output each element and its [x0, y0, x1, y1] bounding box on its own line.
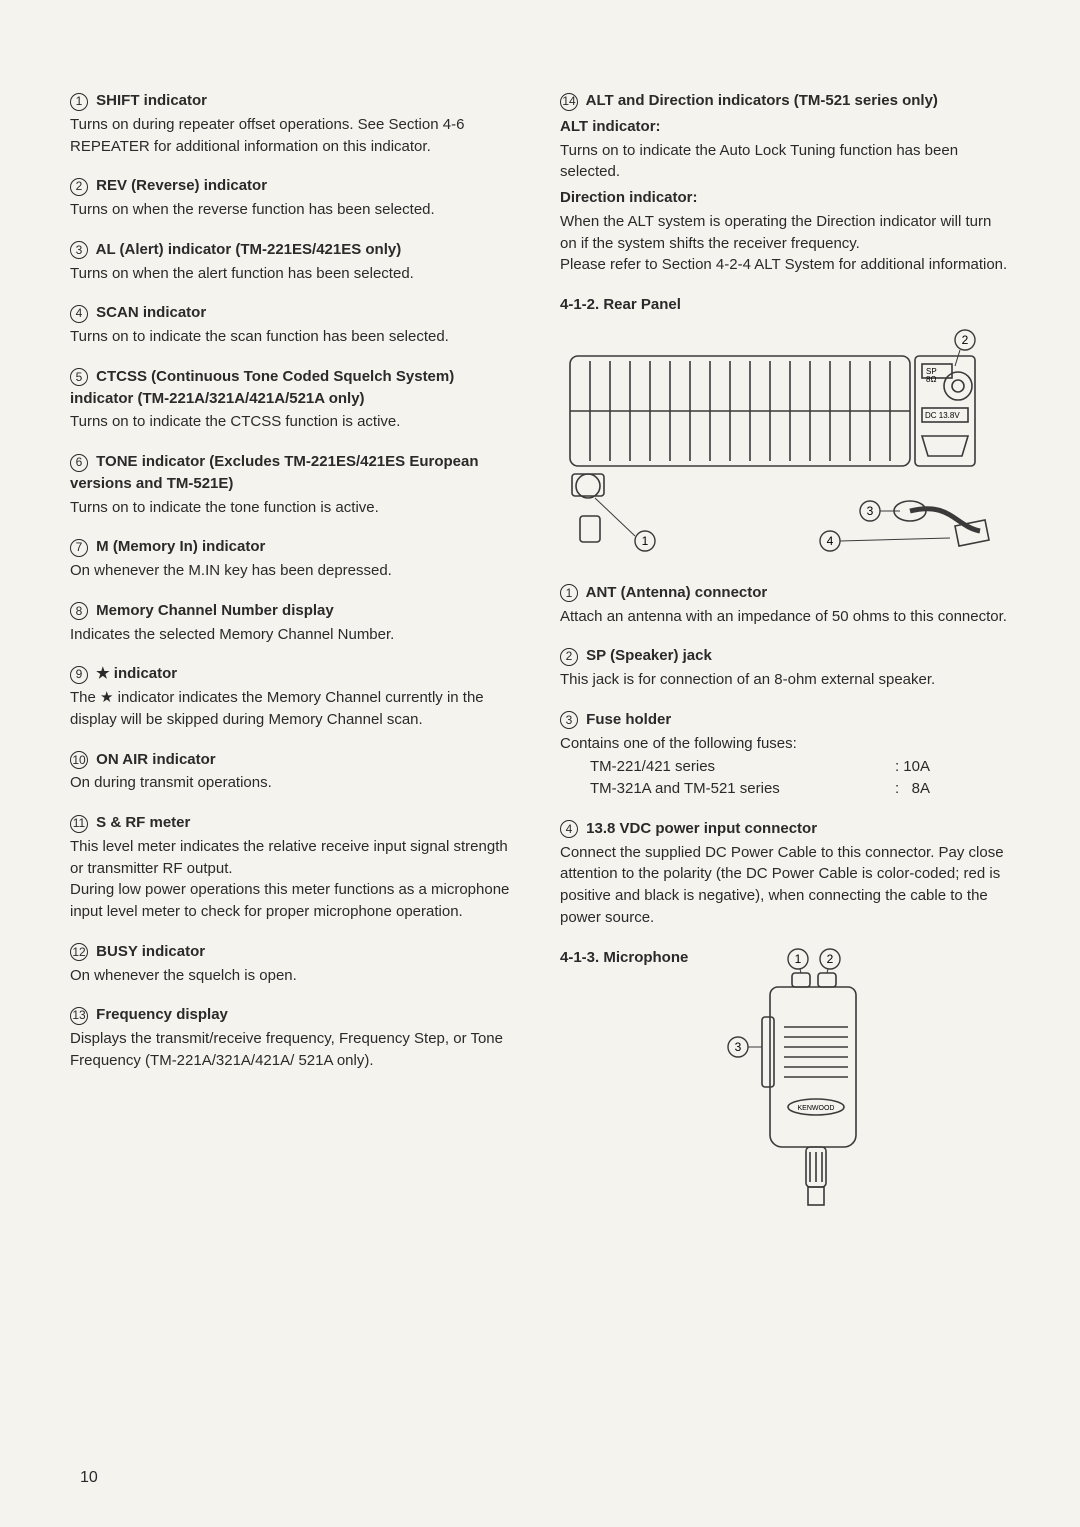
item-description: Turns on to indicate the CTCSS function … [70, 411, 520, 433]
item-description: Displays the transmit/receive frequency,… [70, 1028, 520, 1072]
item-description: Turns on to indicate the tone function i… [70, 497, 520, 519]
item-description: The ★ indicator indicates the Memory Cha… [70, 687, 520, 731]
item-title-text: ★ indicator [92, 665, 177, 682]
item-title-text: 13.8 VDC power input connector [582, 820, 817, 837]
indicator-item: 1 SHIFT indicator Turns on during repeate… [70, 90, 520, 157]
indicator-item: 7 M (Memory In) indicator On whenever the… [70, 536, 520, 582]
item-title-text: Memory Channel Number display [92, 602, 334, 619]
item-number: 8 [70, 602, 88, 620]
item-number: 4 [560, 820, 578, 838]
indicator-item: 10 ON AIR indicator On during transmit op… [70, 749, 520, 795]
ohm-label: 8Ω [926, 375, 936, 384]
fuse-rating: : 10A [895, 756, 930, 778]
left-column: 1 SHIFT indicator Turns on during repeate… [70, 90, 520, 1207]
rear-item: 1 ANT (Antenna) connector Attach an anten… [560, 582, 1010, 628]
mic-callout-3: 3 [735, 1040, 742, 1054]
item-title-text: S & RF meter [92, 814, 190, 831]
item-description: This jack is for connection of an 8-ohm … [560, 669, 1010, 691]
rear-item: 4 13.8 VDC power input connector Connect … [560, 818, 1010, 929]
indicator-item: 3 AL (Alert) indicator (TM-221ES/421ES o… [70, 239, 520, 285]
item-number: 14 [560, 93, 578, 111]
rear-item: 3 Fuse holder Contains one of the followi… [560, 709, 1010, 800]
item-title-text: ON AIR indicator [92, 751, 216, 768]
mic-callout-1: 1 [795, 952, 802, 966]
item-description: On whenever the squelch is open. [70, 965, 520, 987]
fuse-rating: : 8A [895, 778, 930, 800]
item-number: 3 [70, 241, 88, 259]
microphone-heading: 4-1-3. Microphone [560, 947, 688, 969]
item-title-text: CTCSS (Continuous Tone Coded Squelch Sys… [70, 368, 454, 407]
fuse-row: TM-221/421 series : 10A [590, 756, 930, 778]
item-number: 1 [70, 93, 88, 111]
item-description: Contains one of the following fuses: [560, 733, 1010, 755]
item-title-text: SHIFT indicator [92, 92, 207, 109]
direction-indicator-head: Direction indicator: [560, 187, 1010, 209]
fuse-row: TM-321A and TM-521 series : 8A [590, 778, 930, 800]
item-title-text: Fuse holder [582, 711, 671, 728]
indicator-item: 8 Memory Channel Number display Indicates… [70, 600, 520, 646]
item-title-text: SP (Speaker) jack [582, 647, 712, 664]
item-title-text: AL (Alert) indicator (TM-221ES/421ES onl… [92, 241, 401, 258]
fuse-model: TM-221/421 series [590, 756, 715, 778]
indicator-item: 9 ★ indicator The ★ indicator indicates t… [70, 663, 520, 730]
direction-indicator-desc: When the ALT system is operating the Dir… [560, 211, 1010, 276]
item-description: Turns on when the alert function has bee… [70, 263, 520, 285]
item-title-text: ANT (Antenna) connector [582, 584, 767, 601]
item-number: 5 [70, 368, 88, 386]
item-description: This level meter indicates the relative … [70, 836, 520, 923]
item-title-text: SCAN indicator [92, 304, 206, 321]
item-title-text: M (Memory In) indicator [92, 538, 265, 555]
indicator-item: 2 REV (Reverse) indicator Turns on when t… [70, 175, 520, 221]
item-number: 11 [70, 815, 88, 833]
alt-indicator-head: ALT indicator: [560, 116, 1010, 138]
callout-1: 1 [642, 534, 649, 548]
page-number: 10 [80, 1469, 98, 1487]
item-number: 12 [70, 943, 88, 961]
item-title-text: TONE indicator (Excludes TM-221ES/421ES … [70, 453, 479, 492]
dc-label: DC 13.8V [925, 411, 960, 420]
item-number: 2 [70, 178, 88, 196]
item-title-text: Frequency display [92, 1006, 228, 1023]
indicator-item: 12 BUSY indicator On whenever the squelch… [70, 941, 520, 987]
item-number: 4 [70, 305, 88, 323]
item-title-text: ALT and Direction indicators (TM-521 ser… [586, 92, 938, 109]
item-number: 1 [560, 584, 578, 602]
right-column: 14 ALT and Direction indicators (TM-521 … [560, 90, 1010, 1207]
item-title-text: BUSY indicator [92, 943, 205, 960]
fuse-table: TM-221/421 series: 10ATM-321A and TM-521… [590, 756, 1010, 800]
item-number: 10 [70, 751, 88, 769]
mic-callout-2: 2 [827, 952, 834, 966]
item-number: 3 [560, 711, 578, 729]
item-number: 9 [70, 666, 88, 684]
item-title-text: REV (Reverse) indicator [92, 177, 267, 194]
item-description: Attach an antenna with an impedance of 5… [560, 606, 1010, 628]
rear-panel-heading: 4-1-2. Rear Panel [560, 294, 1010, 316]
item-description: Connect the supplied DC Power Cable to t… [560, 842, 1010, 929]
item-description: Turns on when the reverse function has b… [70, 199, 520, 221]
item-number: 6 [70, 454, 88, 472]
fuse-model: TM-321A and TM-521 series [590, 778, 780, 800]
callout-3: 3 [867, 504, 874, 518]
rear-panel-diagram: 2 3 4 1 SP 8Ω DC 13.8V [560, 326, 1010, 566]
item-description: Turns on during repeater offset operatio… [70, 114, 520, 158]
microphone-diagram: 1 2 3 KENWOOD [718, 947, 898, 1207]
callout-4: 4 [827, 534, 834, 548]
mic-brand: KENWOOD [798, 1105, 835, 1112]
item-description: Indicates the selected Memory Channel Nu… [70, 624, 520, 646]
indicator-item: 6 TONE indicator (Excludes TM-221ES/421E… [70, 451, 520, 518]
item-description: Turns on to indicate the scan function h… [70, 326, 520, 348]
rear-item: 2 SP (Speaker) jack This jack is for conn… [560, 645, 1010, 691]
item-description: On whenever the M.IN key has been depres… [70, 560, 520, 582]
indicator-item: 13 Frequency display Displays the transmi… [70, 1004, 520, 1071]
item-number: 13 [70, 1007, 88, 1025]
indicator-item: 11 S & RF meter This level meter indicate… [70, 812, 520, 923]
item-description: On during transmit operations. [70, 772, 520, 794]
item-14: 14 ALT and Direction indicators (TM-521 … [560, 90, 1010, 276]
indicator-item: 4 SCAN indicator Turns on to indicate the… [70, 302, 520, 348]
item-number: 7 [70, 539, 88, 557]
callout-2: 2 [962, 333, 969, 347]
item-number: 2 [560, 648, 578, 666]
alt-indicator-desc: Turns on to indicate the Auto Lock Tunin… [560, 140, 1010, 184]
indicator-item: 5 CTCSS (Continuous Tone Coded Squelch S… [70, 366, 520, 433]
